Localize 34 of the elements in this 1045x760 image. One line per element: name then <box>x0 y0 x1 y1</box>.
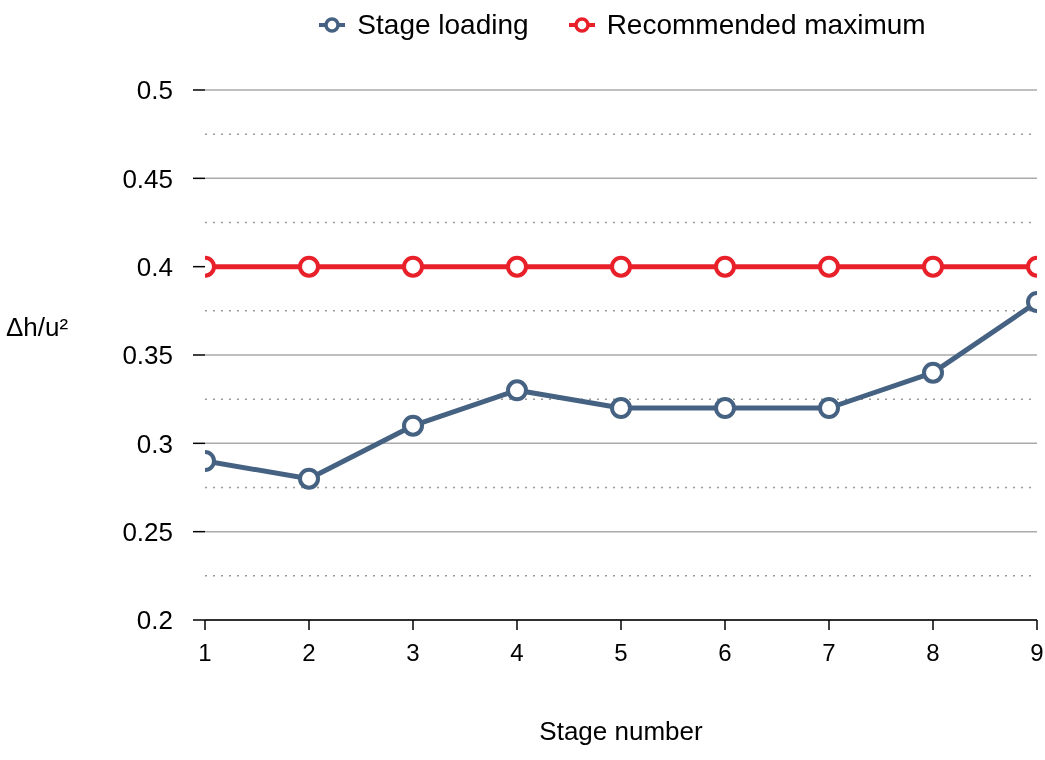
point <box>922 361 944 384</box>
point <box>298 467 320 490</box>
point <box>506 255 528 278</box>
point <box>922 255 944 278</box>
x-tick-label: 2 <box>302 639 316 667</box>
y-tick-label: 0.4 <box>136 251 173 282</box>
x-tick-label: 8 <box>926 639 940 667</box>
x-tick-label: 1 <box>198 639 212 667</box>
y-axis-title: Δh/u² <box>6 312 69 342</box>
x-axis-title: Stage number <box>539 716 703 746</box>
y-tick-label: 0.5 <box>136 75 173 106</box>
point <box>610 397 632 419</box>
x-tick-label: 4 <box>510 639 524 667</box>
x-tick-label: 5 <box>614 639 628 667</box>
y-tick-label: 0.25 <box>122 516 173 547</box>
y-tick-label: 0.2 <box>136 605 173 636</box>
legend-label: Recommended maximum <box>606 9 926 41</box>
point <box>402 414 424 437</box>
point <box>506 379 528 402</box>
point <box>714 255 736 278</box>
point <box>714 397 736 419</box>
x-tick-label: 6 <box>718 639 732 667</box>
y-tick-label: 0.35 <box>122 340 173 371</box>
x-tick-label: 9 <box>1030 639 1044 667</box>
point <box>818 255 840 278</box>
legend-label: Stage loading <box>357 9 529 41</box>
y-tick-label: 0.3 <box>136 428 173 459</box>
x-tick-label: 7 <box>822 639 836 667</box>
point <box>610 255 632 278</box>
x-tick-label: 3 <box>406 639 420 667</box>
point <box>298 255 320 278</box>
point <box>402 255 424 278</box>
point <box>818 397 840 419</box>
y-tick-label: 0.45 <box>122 163 173 194</box>
